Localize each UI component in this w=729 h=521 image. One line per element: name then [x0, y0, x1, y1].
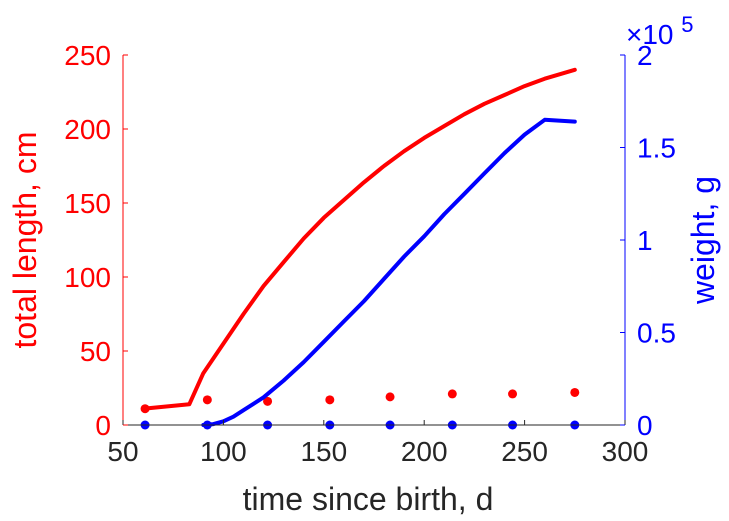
- series-layer: [140, 67, 580, 430]
- y-left-tick-label: 150: [64, 188, 111, 219]
- x-tick-label: 300: [602, 436, 649, 467]
- plot-area: [123, 55, 625, 425]
- series-line-right-2: [201, 117, 577, 427]
- y-right-tick-label: 1.5: [637, 133, 676, 164]
- series-line-left-0: [141, 67, 577, 411]
- x-tick-label: 200: [401, 436, 448, 467]
- y-right-tick-label: 0: [637, 410, 653, 441]
- y-left-tick-label: 200: [64, 114, 111, 145]
- data-point-left: [140, 404, 150, 414]
- y-left-tick-label: 0: [95, 410, 111, 441]
- y-left-tick-label: 100: [64, 262, 111, 293]
- data-point-left: [263, 396, 273, 406]
- x-tick-label: 250: [501, 436, 548, 467]
- right-axis-multiplier-exponent: 5: [681, 12, 693, 37]
- data-point-left: [508, 389, 518, 399]
- plot-background: [123, 55, 625, 425]
- right-axis-multiplier: ×10 5: [626, 12, 694, 50]
- ticks-layer: 50 100 150 200 250 30005010015020025000.511.5…: [64, 40, 676, 467]
- y-left-axis-label: total length, cm: [7, 132, 43, 349]
- data-point-left: [202, 395, 212, 405]
- y-left-tick-label: 50: [80, 336, 111, 367]
- y-right-tick-label: 2: [637, 40, 653, 71]
- data-point-left: [385, 392, 395, 402]
- x-tick-label: 50: [107, 436, 138, 467]
- y-right-tick-label: 0.5: [637, 318, 676, 349]
- data-point-left: [570, 387, 580, 397]
- y-right-axis-label: weight, g: [685, 176, 721, 305]
- data-point-left: [447, 389, 457, 399]
- x-axis-label: time since birth, d: [243, 481, 494, 517]
- x-tick-label: 100: [200, 436, 247, 467]
- y-left-tick-label: 250: [64, 40, 111, 71]
- right-axis-multiplier-base: ×10: [626, 19, 674, 50]
- data-point-left: [325, 395, 335, 405]
- y-right-tick-label: 1: [637, 225, 653, 256]
- x-tick-label: 150: [300, 436, 347, 467]
